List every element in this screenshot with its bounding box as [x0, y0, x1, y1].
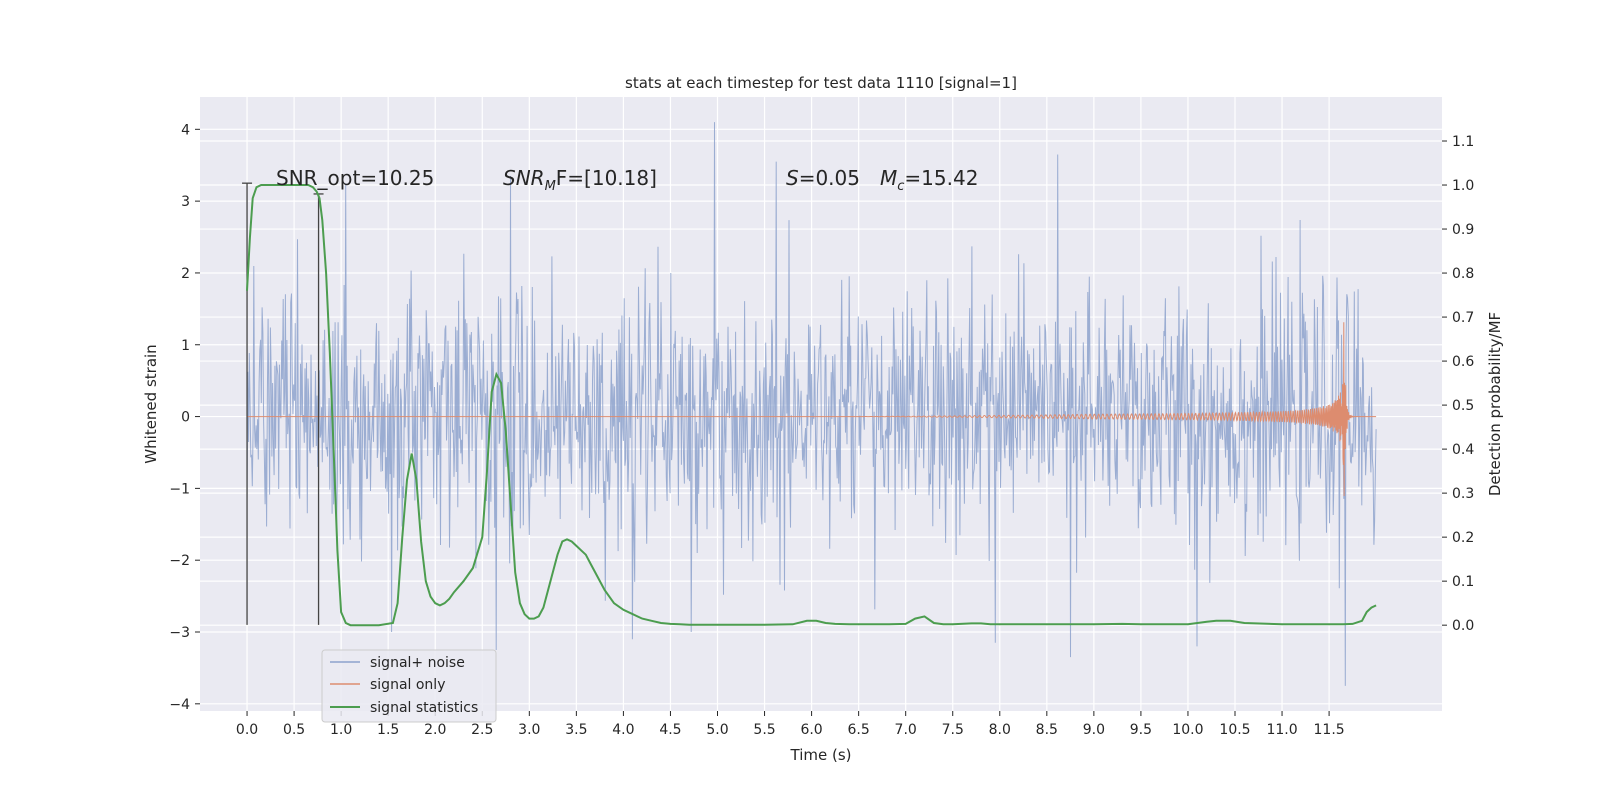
y-tick-label: 2: [181, 266, 190, 282]
x-tick-label: 6.5: [848, 722, 870, 738]
y2-tick-label: 1.0: [1452, 178, 1474, 194]
y2-tick-label: 0.8: [1452, 266, 1474, 282]
annotation-snr-mf-sub: M: [545, 179, 556, 194]
y-tick-label: 1: [181, 338, 190, 354]
x-tick-label: 3.5: [565, 722, 587, 738]
x-tick-label: 9.5: [1130, 722, 1152, 738]
y-tick-label: 3: [181, 194, 190, 210]
y2-tick-label: 0.5: [1452, 398, 1474, 414]
annotation-snr-mf-rest: F=[10.18]: [556, 166, 657, 190]
y2-axis-title: Detection probability/MF: [1486, 312, 1504, 496]
annotation-snr-mf-main: SNR: [503, 166, 545, 190]
x-tick-label: 7.0: [895, 722, 917, 738]
x-tick-label: 1.0: [330, 722, 352, 738]
x-tick-label: 0.0: [236, 722, 258, 738]
x-axis-title: Time (s): [790, 746, 852, 764]
legend-box: [321, 649, 497, 723]
annotation-mc-sub: c: [897, 179, 904, 194]
series-signal-plus-noise-line: [246, 122, 1377, 686]
y2-tick-label: 0.4: [1452, 442, 1474, 458]
y-tick-label: 4: [181, 122, 190, 138]
x-tick-label: 7.5: [942, 722, 964, 738]
x-tick-label: 4.0: [612, 722, 634, 738]
x-tick-label: 3.0: [518, 722, 540, 738]
x-tick-label: 8.5: [1036, 722, 1058, 738]
x-tick-label: 0.5: [283, 722, 305, 738]
chart-title: stats at each timestep for test data 111…: [625, 74, 1017, 92]
annotation-s: S=0.05: [786, 166, 860, 190]
data-layer: [242, 122, 1377, 686]
annotation-snr-opt: SNR_opt=10.25: [276, 166, 434, 190]
x-tick-label: 5.0: [706, 722, 728, 738]
y2-tick-label: 1.1: [1452, 134, 1474, 150]
y-tick-label: 0: [181, 410, 190, 426]
y-tick-label: −4: [169, 697, 190, 713]
y2-tick-label: 0.6: [1452, 354, 1474, 370]
y2-tick-label: 0.3: [1452, 486, 1474, 502]
x-tick-label: 11.5: [1314, 722, 1345, 738]
y-tick-label: −2: [169, 553, 190, 569]
annotation-mc-main: M: [880, 166, 897, 190]
x-tick-label: 6.0: [800, 722, 822, 738]
x-tick-label: 10.5: [1219, 722, 1250, 738]
x-tick-label: 10.0: [1172, 722, 1203, 738]
x-tick-label: 8.0: [989, 722, 1011, 738]
annotations: SNR_opt=10.25 SNRMF=[10.18] S=0.05 Mc=15…: [276, 166, 978, 194]
legend-label-signal-statistics: signal statistics: [370, 700, 478, 716]
x-tick-label: 2.5: [471, 722, 493, 738]
annotation-mc-rest: =15.42: [904, 166, 978, 190]
legend: signal+ noise signal only signal statist…: [321, 649, 497, 723]
y-axis-title: Whitened strain: [142, 344, 160, 463]
annotation-s-main: S: [786, 166, 799, 190]
y-tick-label: −3: [169, 625, 190, 641]
x-tick-label: 5.5: [753, 722, 775, 738]
series-signal-statistics-line: [246, 184, 1377, 627]
y2-tick-label: 0.1: [1452, 574, 1474, 590]
legend-label-signal-only: signal only: [370, 677, 445, 693]
annotation-s-rest: =0.05: [799, 166, 860, 190]
y2-tick-label: 0.7: [1452, 310, 1474, 326]
x-tick-label: 4.5: [659, 722, 681, 738]
y2-tick-label: 0.0: [1452, 618, 1474, 634]
x-tick-label: 1.5: [377, 722, 399, 738]
series-signal-only-line: [247, 322, 1377, 497]
x-tick-label: 11.0: [1266, 722, 1297, 738]
annotation-mc: Mc=15.42: [880, 166, 978, 194]
x-tick-label: 9.0: [1083, 722, 1105, 738]
axes: 0.0 0.5 1.0 1.5 2.0 2.5 3.0 3.5 4.0 4.5 5.0 5.5 6.0 6…: [169, 122, 1474, 738]
annotation-snr-mf: SNRMF=[10.18]: [503, 166, 657, 194]
y-tick-label: −1: [169, 481, 190, 497]
x-tick-label: 2.0: [424, 722, 446, 738]
legend-label-signal-plus-noise: signal+ noise: [370, 655, 465, 671]
y2-tick-label: 0.9: [1452, 222, 1474, 238]
y2-tick-label: 0.2: [1452, 530, 1474, 546]
